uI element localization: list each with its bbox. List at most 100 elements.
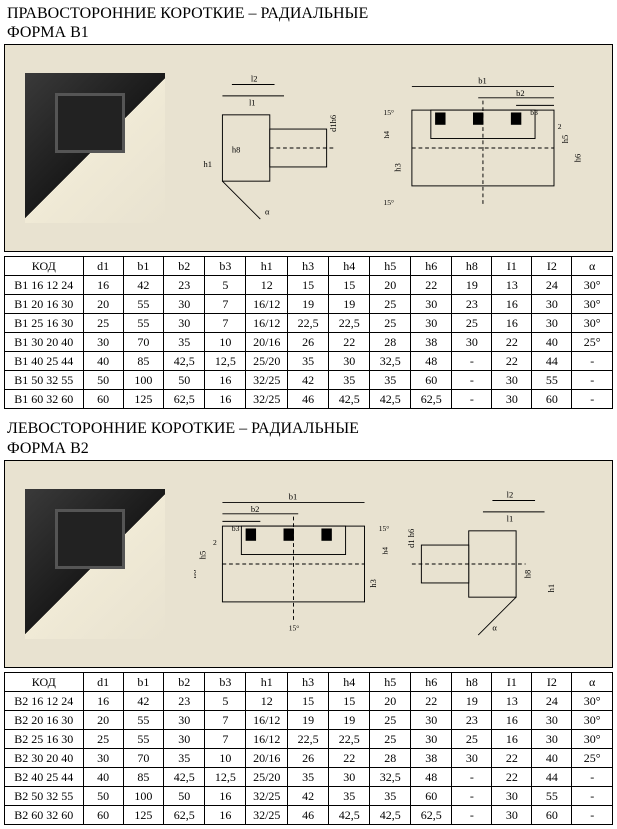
table-row: B2 40 25 44408542,512,525/20353032,548-2… [5,767,613,786]
table-cell: 35 [329,371,370,390]
table-cell: B2 20 16 30 [5,710,84,729]
table-cell: 16 [492,729,532,748]
table-cell: 23 [164,276,205,295]
table-cell: 13 [492,691,532,710]
table-cell: 22 [492,333,532,352]
table-cell: 19 [288,295,329,314]
svg-text:b3: b3 [232,524,240,533]
table-cell: 55 [123,729,164,748]
table-cell: 30 [532,295,572,314]
table-cell: 48 [411,352,452,371]
table-cell: 62,5 [164,390,205,409]
table-cell: 25/20 [246,767,288,786]
svg-text:b2: b2 [251,504,260,514]
table-cell: 44 [532,352,572,371]
table-cell: 40 [532,333,572,352]
table-row: B1 40 25 44408542,512,525/20353032,548-2… [5,352,613,371]
table-cell: 12,5 [205,767,246,786]
table-cell: 48 [411,767,452,786]
svg-text:15°: 15° [379,524,390,533]
table-cell: 25 [370,314,411,333]
table-cell: B1 60 32 60 [5,390,84,409]
table-cell: 42 [123,276,164,295]
table-cell: 25/20 [246,352,288,371]
table-cell: 30 [452,748,492,767]
table-cell: 32/25 [246,371,288,390]
table-cell: 19 [452,691,492,710]
table-cell: 30° [572,314,613,333]
table-cell: 30 [83,333,123,352]
table-cell: 30° [572,710,613,729]
table-cell: 5 [205,276,246,295]
svg-text:l1: l1 [506,513,513,523]
table-cell: 23 [164,691,205,710]
svg-text:l2: l2 [251,74,258,84]
table-cell: 70 [123,748,164,767]
table-cell: 35 [288,767,329,786]
table-row: B2 25 16 30255530716/1222,522,5253025163… [5,729,613,748]
table-cell: 70 [123,333,164,352]
table-cell: 28 [370,333,411,352]
table-cell: 50 [83,786,123,805]
column-header: b3 [205,672,246,691]
table-cell: 62,5 [411,390,452,409]
table-cell: 30 [411,710,452,729]
table-cell: 23 [452,295,492,314]
table-cell: 16/12 [246,729,288,748]
table-cell: - [452,371,492,390]
column-header: d1 [83,257,123,276]
table-cell: 12 [246,276,288,295]
svg-text:h4: h4 [380,546,389,554]
table-cell: 5 [205,691,246,710]
svg-text:h3: h3 [368,579,378,588]
table-cell: 16 [205,371,246,390]
table-cell: 30° [572,691,613,710]
column-header: α [572,257,613,276]
table-cell: 30° [572,295,613,314]
table-cell: 23 [452,710,492,729]
column-header: h4 [329,672,370,691]
column-header: b3 [205,257,246,276]
column-header: h5 [370,672,411,691]
column-header: КОД [5,257,84,276]
table-cell: 20/16 [246,748,288,767]
table-cell: 62,5 [411,805,452,824]
column-header: b2 [164,257,205,276]
table-row: B1 16 12 241642235121515202219132430° [5,276,613,295]
column-header: I1 [492,672,532,691]
column-header: I2 [532,257,572,276]
table-cell: 60 [411,786,452,805]
table-cell: B2 25 16 30 [5,729,84,748]
table-cell: 16 [83,276,123,295]
table-cell: 30 [164,710,205,729]
table-cell: 25 [452,729,492,748]
table-cell: 30 [329,767,370,786]
table-cell: 30 [83,748,123,767]
table-cell: 30 [492,786,532,805]
table-cell: - [572,352,613,371]
table-cell: 60 [83,390,123,409]
table-cell: 16 [492,295,532,314]
table-cell: B1 30 20 40 [5,333,84,352]
svg-text:h8: h8 [232,145,241,155]
table-cell: 15 [288,691,329,710]
table-cell: 42,5 [370,390,411,409]
table-cell: 32,5 [370,352,411,371]
table-cell: 42 [288,371,329,390]
table-cell: 25 [370,295,411,314]
table-cell: 100 [123,786,164,805]
section-b2: ЛЕВОСТОРОННИЕ КОРОТКИЕ – РАДИАЛЬНЫЕ ФОРМ… [4,419,613,824]
table-row: B2 50 32 5550100501632/2542353560-3055- [5,786,613,805]
table-cell: 16 [492,710,532,729]
svg-text:h4: h4 [382,131,391,139]
table-cell: 35 [288,352,329,371]
table-cell: - [452,786,492,805]
table-cell: 25° [572,748,613,767]
table-cell: 62,5 [164,805,205,824]
table-cell: 16 [492,314,532,333]
table-cell: 28 [370,748,411,767]
svg-text:b2: b2 [516,88,525,98]
section-title: ЛЕВОСТОРОННИЕ КОРОТКИЕ – РАДИАЛЬНЫЕ ФОРМ… [7,419,613,457]
technical-drawing: l2 l1 h1 h8 d1h6 α b1 b2 b3 h5 h6 h3 [194,58,592,238]
column-header: I1 [492,257,532,276]
